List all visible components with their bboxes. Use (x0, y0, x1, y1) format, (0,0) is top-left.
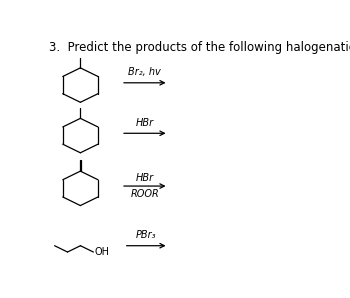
Text: Br₂, hv: Br₂, hv (128, 67, 161, 77)
Text: HBr: HBr (136, 117, 154, 128)
Text: OH: OH (94, 247, 109, 257)
Text: ROOR: ROOR (131, 189, 159, 199)
Text: HBr: HBr (136, 173, 154, 183)
Text: PBr₃: PBr₃ (136, 230, 156, 240)
Text: 3.  Predict the products of the following halogenation reactions.: 3. Predict the products of the following… (49, 41, 350, 55)
